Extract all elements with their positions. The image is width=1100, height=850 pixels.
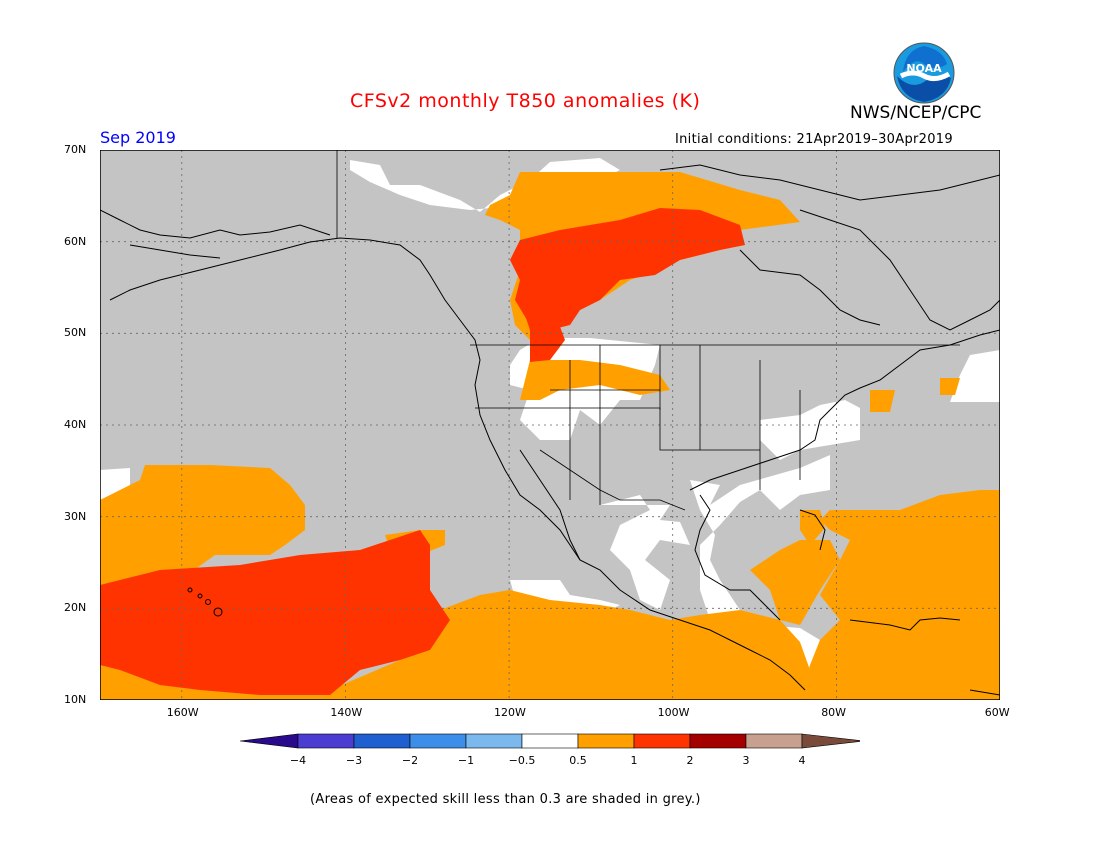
lat-label: 10N bbox=[64, 693, 87, 706]
lon-label: 100W bbox=[657, 706, 690, 719]
colorbar-swatch bbox=[240, 733, 299, 749]
organization-label: NWS/NCEP/CPC bbox=[850, 103, 982, 123]
graticule bbox=[100, 150, 1000, 700]
lat-label: 60N bbox=[64, 234, 87, 248]
lon-label: 120W bbox=[494, 706, 526, 719]
lon-label: 80W bbox=[821, 706, 847, 719]
political-boundaries bbox=[336, 150, 960, 511]
colorbar-label: 0.5 bbox=[569, 754, 587, 767]
colorbar-swatch bbox=[409, 733, 467, 749]
lat-label: 30N bbox=[64, 509, 87, 523]
colorbar-swatch bbox=[801, 733, 860, 749]
colorbar-swatch bbox=[521, 733, 579, 749]
colorbar-label: 1 bbox=[631, 754, 638, 767]
colorbar-swatch bbox=[633, 733, 691, 749]
lat-label: 40N bbox=[64, 418, 87, 431]
lat-label: 50N bbox=[64, 326, 87, 340]
colorbar-swatch bbox=[577, 733, 635, 749]
lon-label: 60W bbox=[984, 706, 1010, 719]
colorbar-swatch bbox=[353, 733, 411, 749]
colorbar-label: −1 bbox=[458, 754, 474, 767]
lat-label: 70N bbox=[64, 143, 87, 156]
colorbar-label: 3 bbox=[743, 754, 750, 767]
lat-label: 20N bbox=[64, 601, 87, 615]
hawaii-islands bbox=[187, 587, 223, 617]
lon-label: 140W bbox=[330, 706, 363, 719]
colorbar-label: 4 bbox=[799, 754, 806, 767]
colorbar-label: −2 bbox=[402, 754, 418, 767]
map-title: CFSv2 monthly T850 anomalies (K) bbox=[350, 90, 701, 112]
colorbar-swatch bbox=[465, 733, 523, 749]
colorbar-swatch bbox=[745, 733, 803, 749]
colorbar-label: −0.5 bbox=[509, 754, 536, 767]
anomaly-map bbox=[100, 150, 1000, 700]
initial-conditions: Initial conditions: 21Apr2019–30Apr2019 bbox=[675, 132, 953, 147]
colorbar-label: −4 bbox=[290, 754, 306, 767]
noaa-logo: NOAA bbox=[893, 42, 955, 104]
colorbar-label: −3 bbox=[346, 754, 362, 767]
valid-month: Sep 2019 bbox=[100, 128, 176, 147]
skill-footnote: (Areas of expected skill less than 0.3 a… bbox=[310, 792, 701, 807]
colorbar-swatch bbox=[689, 733, 747, 749]
anomaly-1-2 bbox=[100, 208, 745, 695]
coastlines bbox=[100, 164, 1000, 696]
logo-text: NOAA bbox=[906, 62, 942, 75]
colorbar: −4 −3 −2 −1 −0.5 0.5 1 2 3 4 bbox=[240, 733, 860, 767]
colorbar-label: 2 bbox=[687, 754, 694, 767]
lon-label: 160W bbox=[166, 706, 199, 719]
colorbar-swatch bbox=[297, 733, 355, 749]
